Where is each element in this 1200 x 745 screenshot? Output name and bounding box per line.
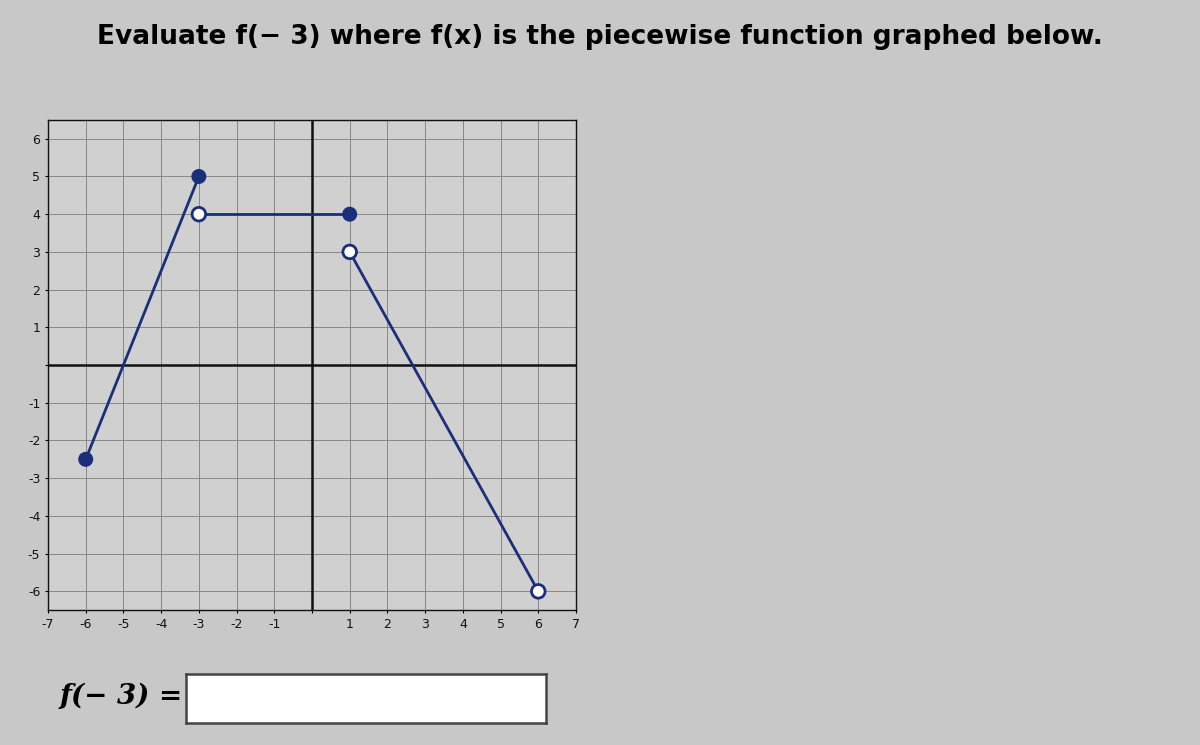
Text: Evaluate f(− 3) where f(x) is the piecewise function graphed below.: Evaluate f(− 3) where f(x) is the piecew… xyxy=(97,24,1103,50)
Circle shape xyxy=(532,585,545,598)
Circle shape xyxy=(79,452,92,466)
Circle shape xyxy=(343,245,356,259)
Circle shape xyxy=(192,170,205,183)
Circle shape xyxy=(343,207,356,221)
Text: f(− 3) =: f(− 3) = xyxy=(60,683,184,710)
Circle shape xyxy=(192,207,205,221)
